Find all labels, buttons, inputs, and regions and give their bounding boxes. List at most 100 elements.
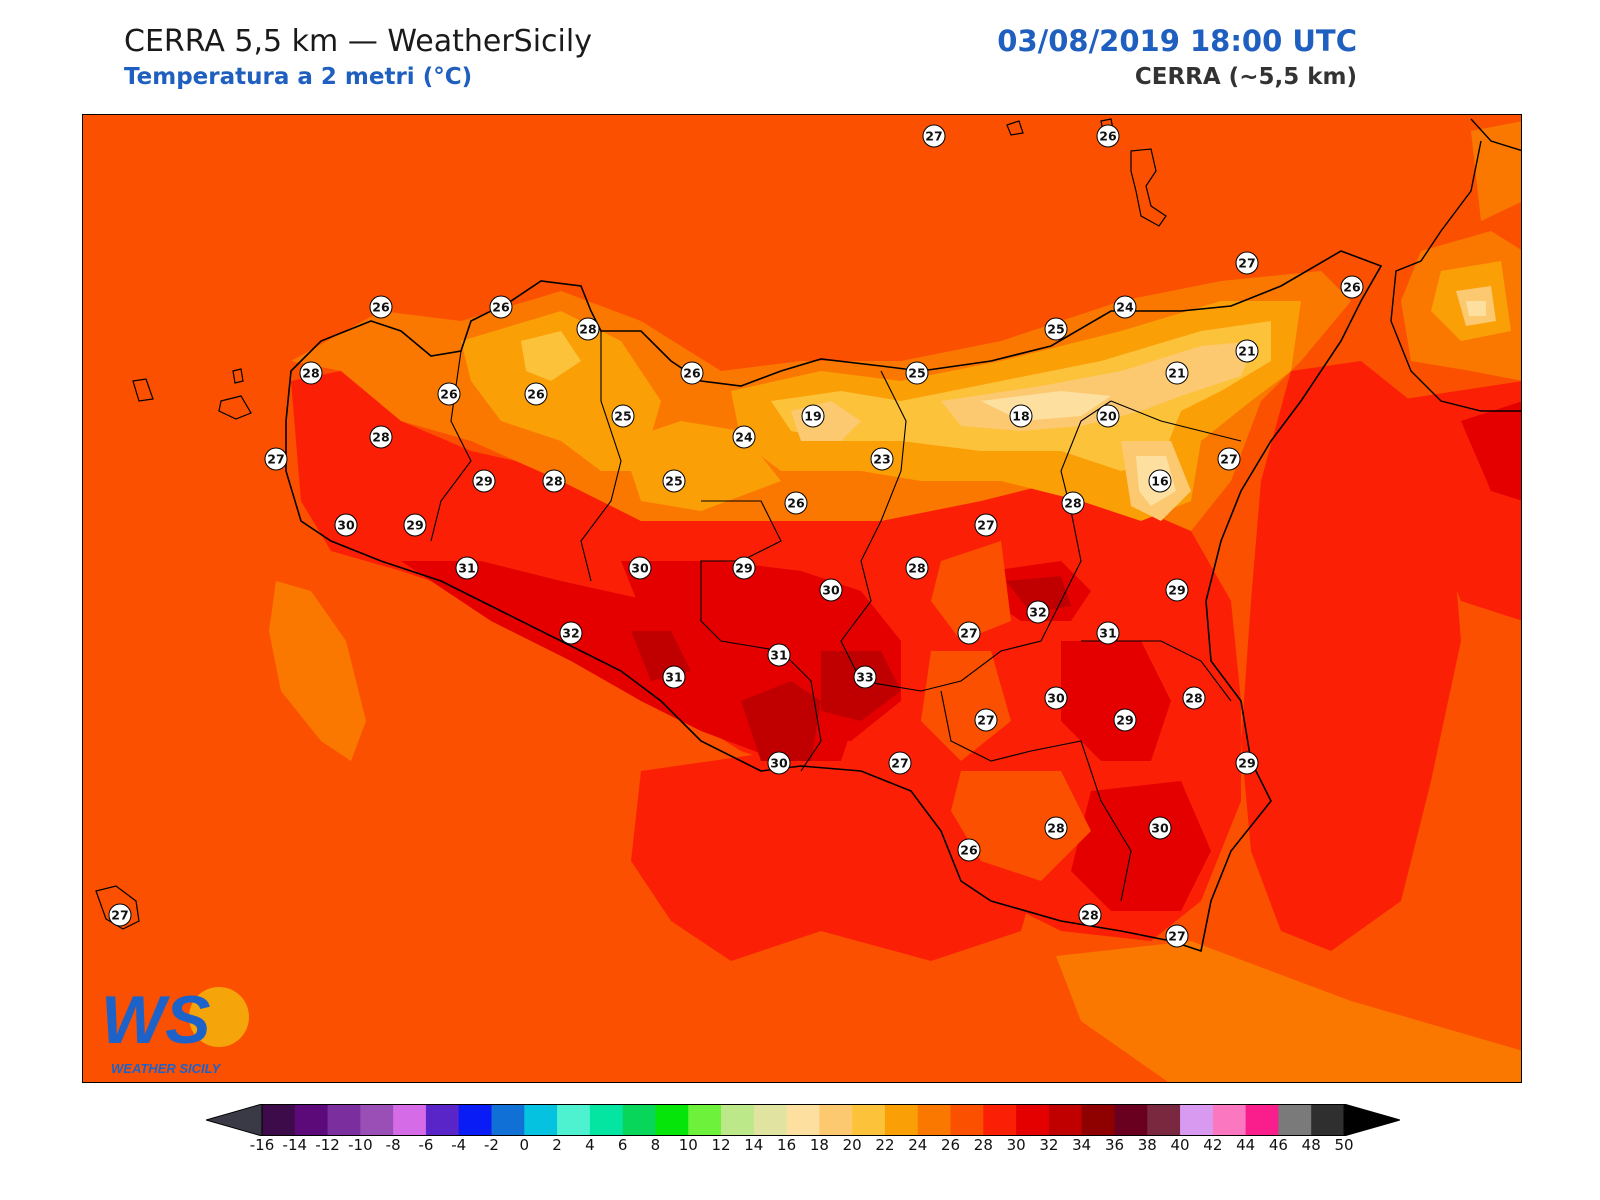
station-marker[interactable]: 29 xyxy=(472,469,496,493)
station-temperature: 28 xyxy=(1185,691,1202,706)
station-marker[interactable]: 27 xyxy=(974,513,998,537)
station-marker[interactable]: 29 xyxy=(1113,708,1137,732)
station-circle xyxy=(905,556,929,580)
station-marker[interactable]: 26 xyxy=(369,295,393,319)
station-marker[interactable]: 30 xyxy=(767,751,791,775)
station-circle xyxy=(905,361,929,385)
colorbar-segment xyxy=(1180,1104,1214,1136)
station-temperature: 31 xyxy=(770,648,787,663)
station-circle xyxy=(403,513,427,537)
station-marker[interactable]: 31 xyxy=(767,643,791,667)
station-marker[interactable]: 32 xyxy=(1026,600,1050,624)
station-temperature: 27 xyxy=(977,713,994,728)
station-circle xyxy=(957,838,981,862)
station-temperature: 27 xyxy=(1238,256,1255,271)
station-marker[interactable]: 28 xyxy=(905,556,929,580)
station-temperature: 26 xyxy=(492,300,510,315)
station-marker[interactable]: 27 xyxy=(1217,447,1241,471)
station-marker[interactable]: 28 xyxy=(1182,686,1206,710)
station-marker[interactable]: 24 xyxy=(1113,295,1137,319)
station-marker[interactable]: 20 xyxy=(1096,404,1120,428)
station-marker[interactable]: 26 xyxy=(957,838,981,862)
station-marker[interactable]: 30 xyxy=(628,556,652,580)
station-marker[interactable]: 28 xyxy=(576,317,600,341)
station-marker[interactable]: 19 xyxy=(801,404,825,428)
colorbar-tick-label: 44 xyxy=(1236,1136,1256,1154)
station-circle xyxy=(732,425,756,449)
colorbar-tick-label: 46 xyxy=(1268,1136,1288,1154)
colorbar-segment xyxy=(491,1104,525,1136)
station-marker[interactable]: 26 xyxy=(437,382,461,406)
station-marker[interactable]: 29 xyxy=(732,556,756,580)
colorbar-segment xyxy=(819,1104,853,1136)
station-marker[interactable]: 25 xyxy=(1044,317,1068,341)
logo-letters: WS xyxy=(101,982,211,1058)
temperature-map[interactable]: 27 26 27 26 26 26 28 24 25 21 28 26 26 26 25 21 25 19 18 20… xyxy=(82,114,1522,1083)
station-marker[interactable]: 31 xyxy=(662,665,686,689)
forecast-datetime: 03/08/2019 18:00 UTC xyxy=(997,24,1357,58)
station-marker[interactable]: 27 xyxy=(957,621,981,645)
colorbar-tick-label: 24 xyxy=(908,1136,928,1154)
station-marker[interactable]: 28 xyxy=(542,469,566,493)
station-marker[interactable]: 28 xyxy=(1061,491,1085,515)
station-marker[interactable]: 26 xyxy=(784,491,808,515)
station-marker[interactable]: 28 xyxy=(299,361,323,385)
colorbar-tick-label: 4 xyxy=(585,1136,595,1154)
station-marker[interactable]: 26 xyxy=(524,382,548,406)
station-marker[interactable]: 30 xyxy=(1148,816,1172,840)
station-marker[interactable]: 25 xyxy=(662,469,686,493)
station-circle xyxy=(767,643,791,667)
station-circle xyxy=(974,708,998,732)
station-marker[interactable]: 21 xyxy=(1165,361,1189,385)
station-temperature: 30 xyxy=(1151,821,1169,836)
station-marker[interactable]: 26 xyxy=(489,295,513,319)
station-temperature: 16 xyxy=(1151,474,1169,489)
station-marker[interactable]: 27 xyxy=(264,447,288,471)
station-marker[interactable]: 28 xyxy=(1044,816,1068,840)
station-marker[interactable]: 27 xyxy=(108,903,132,927)
station-marker[interactable]: 29 xyxy=(1235,751,1259,775)
station-marker[interactable]: 27 xyxy=(888,751,912,775)
station-marker[interactable]: 30 xyxy=(1044,686,1068,710)
colorbar-segment xyxy=(1081,1104,1115,1136)
station-temperature: 25 xyxy=(1047,322,1064,337)
station-marker[interactable]: 30 xyxy=(334,513,358,537)
station-marker[interactable]: 25 xyxy=(611,404,635,428)
station-marker[interactable]: 27 xyxy=(1235,251,1259,275)
station-marker[interactable]: 29 xyxy=(1165,578,1189,602)
station-circle xyxy=(1235,339,1259,363)
station-marker[interactable]: 24 xyxy=(732,425,756,449)
station-temperature: 20 xyxy=(1099,409,1117,424)
station-marker[interactable]: 27 xyxy=(974,708,998,732)
station-marker[interactable]: 33 xyxy=(853,665,877,689)
station-marker[interactable]: 26 xyxy=(1096,124,1120,148)
station-marker[interactable]: 26 xyxy=(1340,275,1364,299)
station-temperature: 31 xyxy=(1099,626,1116,641)
station-marker[interactable]: 28 xyxy=(1078,903,1102,927)
station-temperature: 28 xyxy=(545,474,562,489)
colorbar-segment xyxy=(884,1104,919,1136)
station-marker[interactable]: 27 xyxy=(922,124,946,148)
station-marker[interactable]: 29 xyxy=(403,513,427,537)
station-temperature: 26 xyxy=(960,843,978,858)
station-marker[interactable]: 32 xyxy=(559,621,583,645)
station-circle xyxy=(1009,404,1033,428)
station-marker[interactable]: 31 xyxy=(455,556,479,580)
weather-sicily-logo: WS WEATHER SICILY xyxy=(97,981,257,1081)
station-marker[interactable]: 23 xyxy=(870,447,894,471)
colorbar-tick-label: 2 xyxy=(552,1136,562,1154)
station-temperature: 28 xyxy=(372,430,389,445)
station-circle xyxy=(369,295,393,319)
station-marker[interactable]: 18 xyxy=(1009,404,1033,428)
station-marker[interactable]: 21 xyxy=(1235,339,1259,363)
station-marker[interactable]: 26 xyxy=(680,361,704,385)
station-circle xyxy=(819,578,843,602)
colorbar-tick-label: 48 xyxy=(1301,1136,1321,1154)
station-marker[interactable]: 31 xyxy=(1096,621,1120,645)
station-marker[interactable]: 25 xyxy=(905,361,929,385)
station-marker[interactable]: 16 xyxy=(1148,469,1172,493)
station-marker[interactable]: 28 xyxy=(369,425,393,449)
colorbar-segment xyxy=(1245,1104,1279,1136)
station-marker[interactable]: 27 xyxy=(1165,924,1189,948)
station-marker[interactable]: 30 xyxy=(819,578,843,602)
